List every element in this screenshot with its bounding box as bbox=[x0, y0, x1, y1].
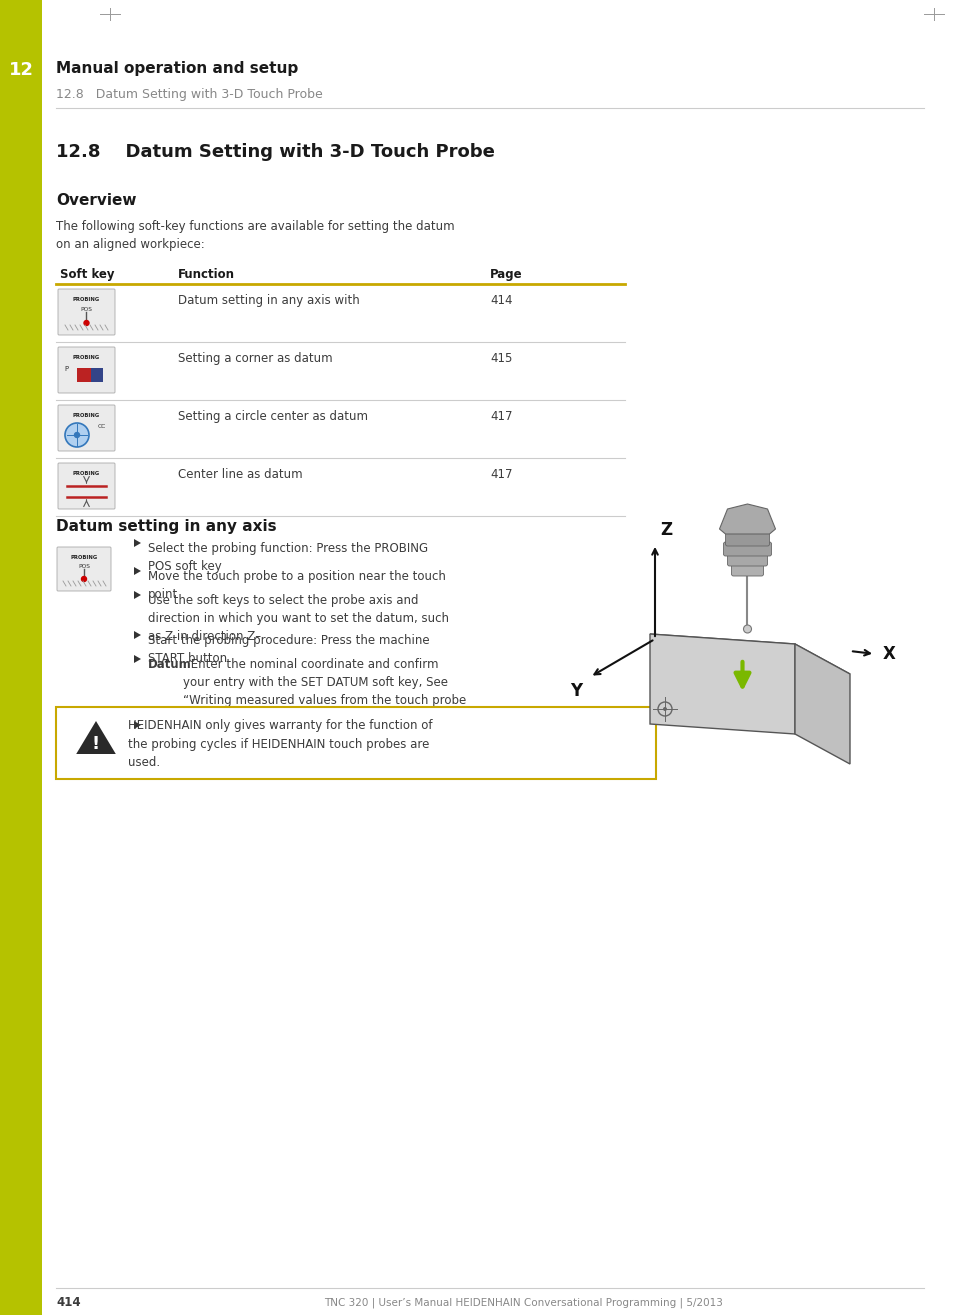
Text: POS: POS bbox=[80, 306, 92, 312]
Circle shape bbox=[81, 576, 87, 581]
Text: 12.8    Datum Setting with 3-D Touch Probe: 12.8 Datum Setting with 3-D Touch Probe bbox=[56, 143, 495, 160]
Text: 417: 417 bbox=[490, 468, 512, 481]
Bar bbox=[77, 368, 91, 381]
Polygon shape bbox=[133, 590, 141, 600]
Circle shape bbox=[84, 321, 89, 326]
FancyBboxPatch shape bbox=[724, 533, 769, 546]
Text: PROBING: PROBING bbox=[71, 555, 97, 560]
Text: : Enter the nominal coordinate and confirm
your entry with the SET DATUM soft ke: : Enter the nominal coordinate and confi… bbox=[183, 658, 466, 725]
Text: 12: 12 bbox=[9, 60, 33, 79]
Text: Setting a corner as datum: Setting a corner as datum bbox=[178, 352, 333, 366]
Circle shape bbox=[742, 625, 751, 633]
Polygon shape bbox=[794, 644, 849, 764]
Text: !: ! bbox=[91, 735, 100, 753]
Text: 12.8   Datum Setting with 3-D Touch Probe: 12.8 Datum Setting with 3-D Touch Probe bbox=[56, 88, 322, 100]
Polygon shape bbox=[133, 539, 141, 547]
Text: Move the touch probe to a position near the touch
point: Move the touch probe to a position near … bbox=[148, 569, 445, 601]
Text: PROBING: PROBING bbox=[72, 355, 100, 360]
Text: PROBING: PROBING bbox=[72, 471, 100, 476]
Polygon shape bbox=[133, 721, 141, 729]
Polygon shape bbox=[719, 504, 775, 534]
Text: Z: Z bbox=[659, 521, 672, 539]
Text: Use the soft keys to select the probe axis and
direction in which you want to se: Use the soft keys to select the probe ax… bbox=[148, 594, 449, 643]
Text: 414: 414 bbox=[56, 1297, 81, 1310]
Text: TNC 320 | User’s Manual HEIDENHAIN Conversational Programming | 5/2013: TNC 320 | User’s Manual HEIDENHAIN Conve… bbox=[324, 1298, 722, 1308]
Text: Manual operation and setup: Manual operation and setup bbox=[56, 60, 298, 75]
FancyBboxPatch shape bbox=[58, 289, 115, 335]
Circle shape bbox=[662, 707, 666, 711]
Text: Setting a circle center as datum: Setting a circle center as datum bbox=[178, 410, 368, 423]
FancyBboxPatch shape bbox=[58, 347, 115, 393]
Text: POS: POS bbox=[78, 564, 90, 569]
Text: Page: Page bbox=[490, 268, 522, 281]
Text: 414: 414 bbox=[490, 295, 512, 306]
Text: Datum: Datum bbox=[148, 658, 192, 671]
FancyBboxPatch shape bbox=[56, 707, 656, 778]
Text: Soft key: Soft key bbox=[60, 268, 114, 281]
Circle shape bbox=[74, 433, 79, 438]
Text: HEIDENHAIN only gives warranty for the function of
the probing cycles if HEIDENH: HEIDENHAIN only gives warranty for the f… bbox=[128, 719, 432, 769]
Text: P: P bbox=[64, 366, 68, 372]
Polygon shape bbox=[649, 634, 794, 734]
Text: Center line as datum: Center line as datum bbox=[178, 468, 302, 481]
Polygon shape bbox=[76, 721, 115, 753]
FancyBboxPatch shape bbox=[727, 552, 767, 565]
Bar bbox=[0, 0, 42, 1315]
Text: 415: 415 bbox=[490, 352, 512, 366]
Text: PROBING: PROBING bbox=[72, 297, 100, 302]
Polygon shape bbox=[133, 567, 141, 575]
Bar bbox=[0, 55, 42, 85]
Text: PROBING: PROBING bbox=[72, 413, 100, 418]
Polygon shape bbox=[133, 631, 141, 639]
Polygon shape bbox=[649, 634, 849, 675]
Text: Start the probing procedure: Press the machine
START button: Start the probing procedure: Press the m… bbox=[148, 634, 429, 665]
Polygon shape bbox=[133, 655, 141, 663]
Text: 417: 417 bbox=[490, 410, 512, 423]
Text: The following soft-key functions are available for setting the datum
on an align: The following soft-key functions are ava… bbox=[56, 220, 455, 251]
Text: To terminate the probe function, press the END
soft key: To terminate the probe function, press t… bbox=[148, 725, 427, 755]
FancyBboxPatch shape bbox=[58, 405, 115, 451]
Text: CC: CC bbox=[97, 423, 106, 429]
FancyBboxPatch shape bbox=[58, 463, 115, 509]
FancyBboxPatch shape bbox=[731, 562, 762, 576]
Bar bbox=[91, 368, 103, 381]
Text: Overview: Overview bbox=[56, 192, 136, 208]
Text: Function: Function bbox=[178, 268, 234, 281]
Text: Datum setting in any axis with: Datum setting in any axis with bbox=[178, 295, 359, 306]
Circle shape bbox=[65, 423, 89, 447]
Text: Y: Y bbox=[569, 682, 581, 700]
FancyBboxPatch shape bbox=[722, 542, 771, 556]
FancyBboxPatch shape bbox=[57, 547, 111, 590]
Text: X: X bbox=[882, 644, 895, 663]
Text: Datum setting in any axis: Datum setting in any axis bbox=[56, 518, 276, 534]
Text: Select the probing function: Press the PROBING
POS soft key: Select the probing function: Press the P… bbox=[148, 542, 428, 573]
